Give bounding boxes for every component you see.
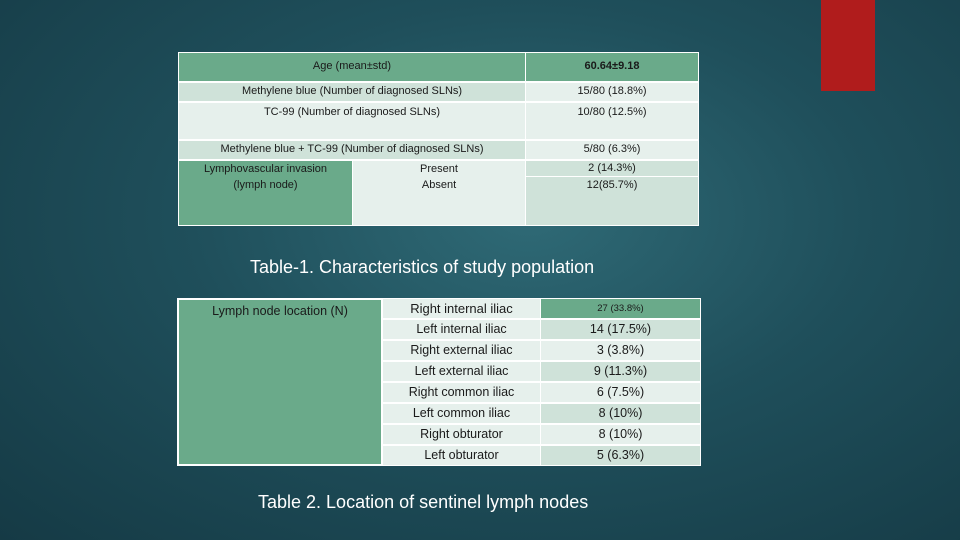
- location-cell: Right common iliac: [382, 382, 541, 403]
- location-cell: Right internal iliac: [382, 298, 541, 319]
- lvi-absent-value: 12(85.7%): [525, 176, 699, 226]
- location-cell: Left internal iliac: [382, 319, 541, 340]
- count-cell: 27 (33.8%): [540, 298, 701, 319]
- count-cell: 8 (10%): [540, 424, 701, 445]
- location-header: Lymph node location (N): [177, 298, 383, 466]
- red-accent-bar: [821, 0, 875, 91]
- location-cell: Right obturator: [382, 424, 541, 445]
- lvi-present-value: 2 (14.3%): [525, 160, 699, 177]
- age-label: Age (mean±std): [178, 52, 526, 82]
- location-cell: Left external iliac: [382, 361, 541, 382]
- table1-caption: Table-1. Characteristics of study popula…: [250, 257, 595, 277]
- tc99-value: 10/80 (12.5%): [525, 102, 699, 140]
- age-value: 60.64±9.18: [525, 52, 699, 82]
- methylene-blue-value: 15/80 (18.8%): [525, 82, 699, 102]
- location-cell: Left obturator: [382, 445, 541, 466]
- lvi-label-line2: (lymph node): [233, 179, 298, 192]
- location-cell: Right external iliac: [382, 340, 541, 361]
- lvi-present-label: Present: [420, 163, 458, 175]
- lvi-label: Lymphovascular invasion (lymph node): [178, 160, 353, 226]
- combined-value: 5/80 (6.3%): [525, 140, 699, 160]
- count-cell: 8 (10%): [540, 403, 701, 424]
- lvi-label-line1: Lymphovascular invasion: [203, 163, 328, 175]
- combined-label: Methylene blue + TC-99 (Number of diagno…: [178, 140, 526, 160]
- methylene-blue-label: Methylene blue (Number of diagnosed SLNs…: [178, 82, 526, 102]
- count-cell: 14 (17.5%): [540, 319, 701, 340]
- location-cell: Left common iliac: [382, 403, 541, 424]
- table2-caption: Table 2. Location of sentinel lymph node…: [258, 492, 589, 512]
- lvi-status: Present Absent: [352, 160, 526, 226]
- lvi-absent-label: Absent: [421, 179, 457, 192]
- count-cell: 5 (6.3%): [540, 445, 701, 466]
- tc99-label: TC-99 (Number of diagnosed SLNs): [178, 102, 526, 140]
- count-cell: 9 (11.3%): [540, 361, 701, 382]
- count-cell: 6 (7.5%): [540, 382, 701, 403]
- count-cell: 3 (3.8%): [540, 340, 701, 361]
